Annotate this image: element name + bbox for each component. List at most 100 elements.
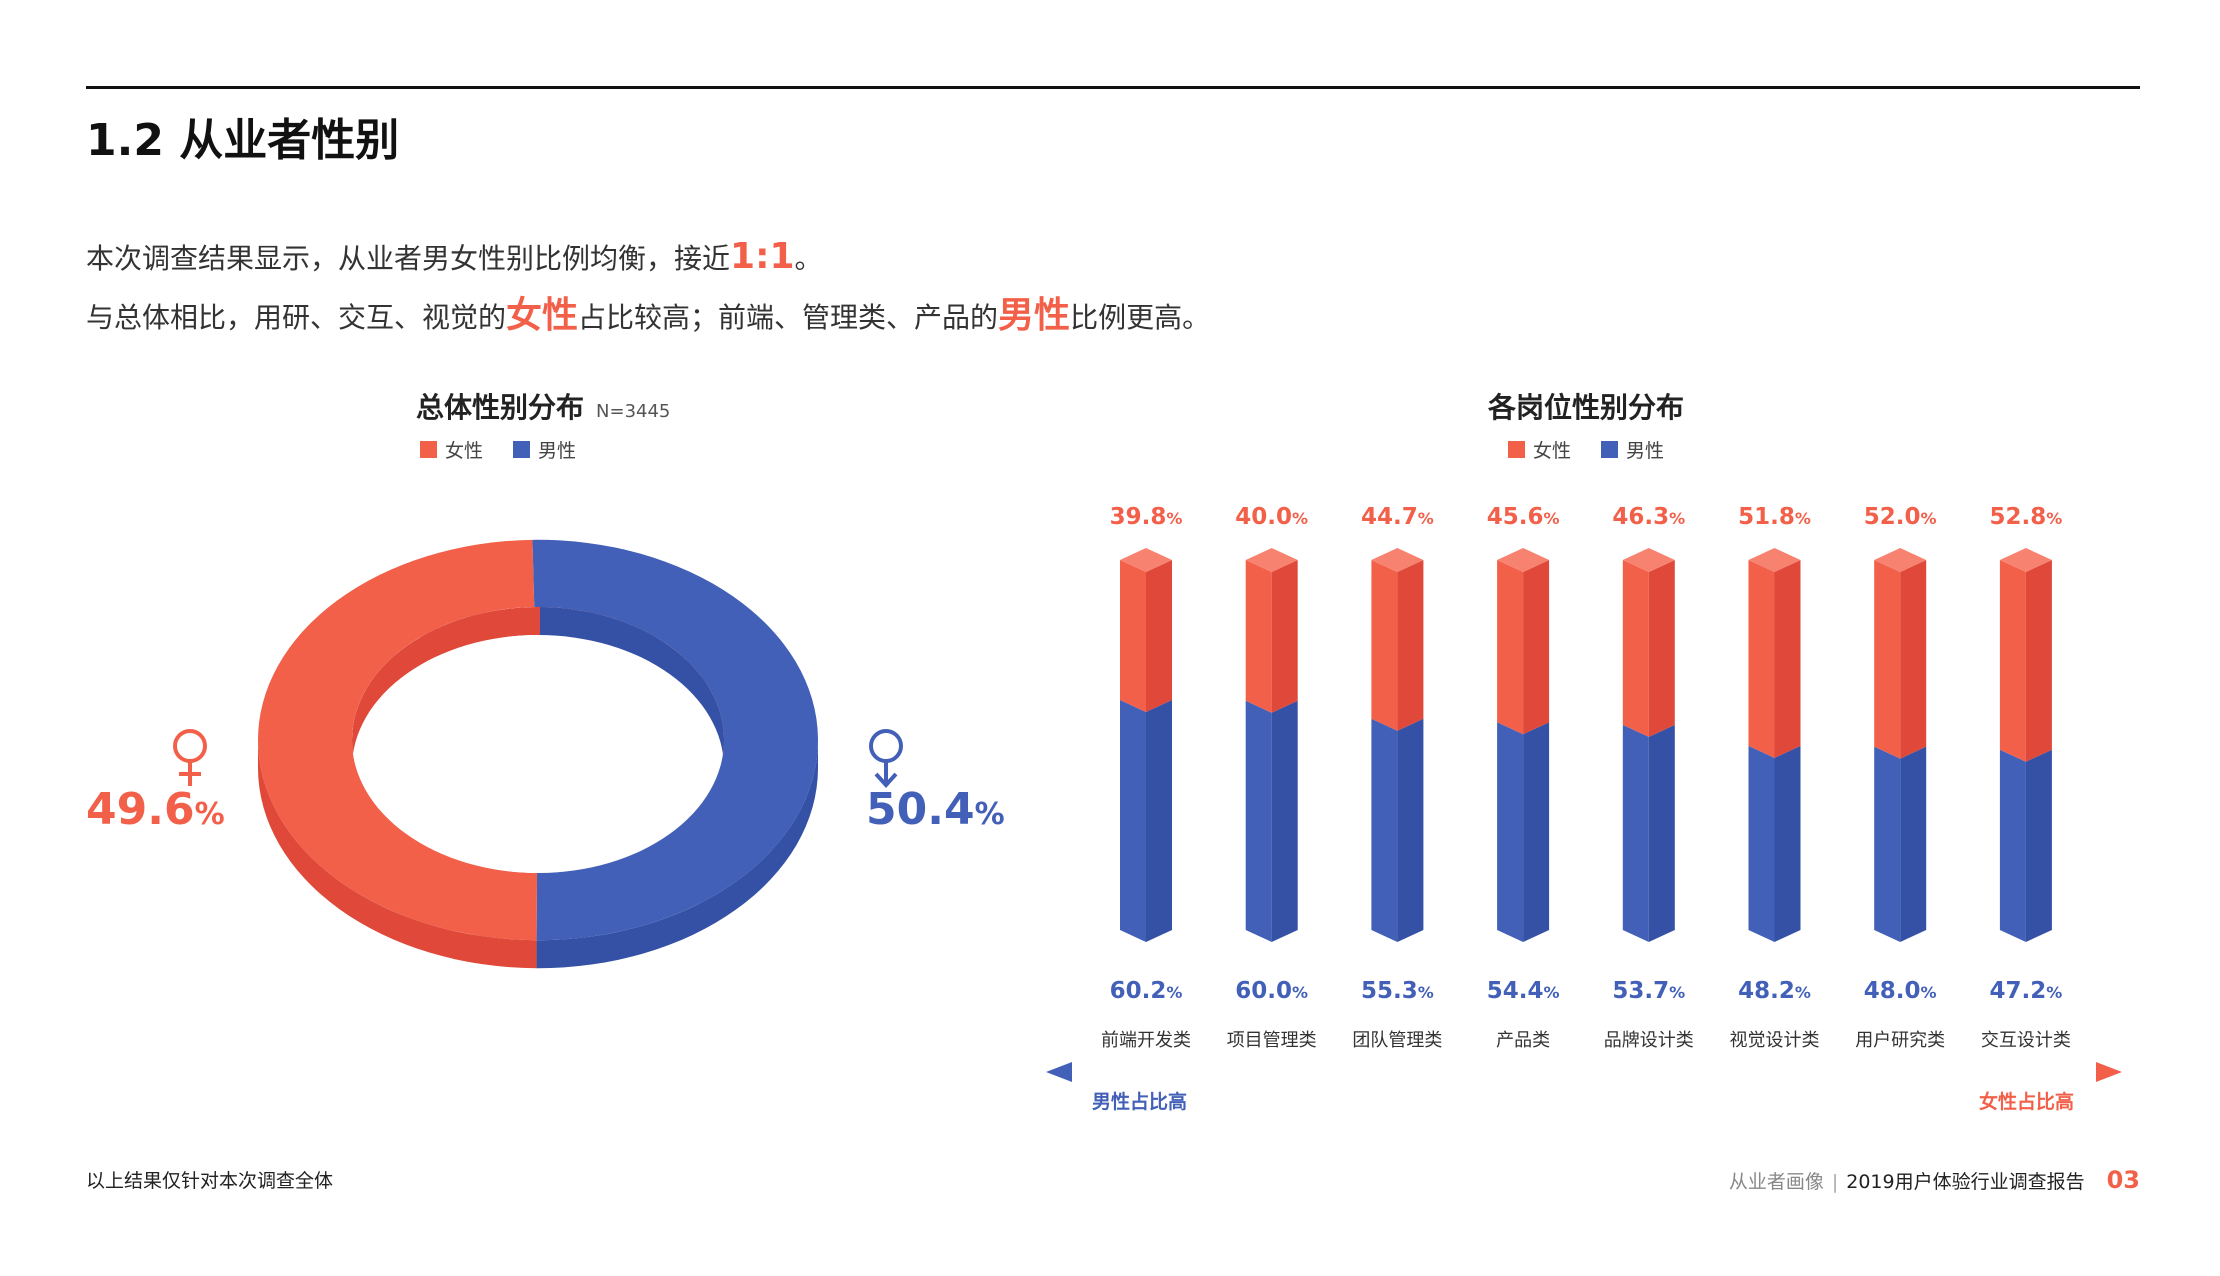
bar-female-label: 52.0% bbox=[1864, 504, 1937, 530]
bar-top-cap bbox=[1748, 548, 1801, 572]
bar-top-cap bbox=[1874, 548, 1927, 572]
bar-female-left-face bbox=[1874, 560, 1901, 759]
bar-top-cap bbox=[1245, 548, 1298, 572]
donut-side-male bbox=[536, 740, 818, 969]
bar-female-label: 39.8% bbox=[1110, 504, 1183, 530]
footer-separator: | bbox=[1831, 1171, 1839, 1193]
bar-female-right-face bbox=[1774, 560, 1801, 758]
intro-line-1: 本次调查结果显示，从业者男女性别比例均衡，接近1:1。 bbox=[86, 236, 823, 277]
bar-category-label: 前端开发类 bbox=[1101, 1030, 1191, 1051]
female-icon bbox=[173, 729, 207, 786]
bar-top-cap bbox=[1999, 548, 2052, 572]
bar-male-left-face bbox=[1874, 746, 1901, 942]
female-swatch bbox=[1508, 441, 1525, 458]
top-rule bbox=[86, 86, 2140, 89]
bar-legend-male-label: 男性 bbox=[1626, 440, 1665, 462]
bar-female-right-face bbox=[1271, 560, 1298, 713]
bar-female-left-face bbox=[1999, 560, 2026, 762]
bar-category-label: 品牌设计类 bbox=[1604, 1030, 1694, 1051]
bar-male-left-face bbox=[1245, 700, 1272, 942]
intro-ratio-highlight: 1:1 bbox=[730, 236, 795, 277]
trend-label-male: 男性占比高 bbox=[1092, 1090, 1187, 1113]
donut-legend-male-label: 男性 bbox=[538, 440, 577, 462]
bar-male-right-face bbox=[1397, 718, 1424, 942]
bar-category-label: 视觉设计类 bbox=[1730, 1030, 1820, 1051]
bar-male-right-face bbox=[1271, 700, 1298, 942]
donut-legend: 女性 男性 bbox=[420, 436, 576, 463]
bar-3: 44.7% 55.3% 团队管理类 bbox=[1352, 504, 1442, 1051]
bar-category-label: 项目管理类 bbox=[1227, 1030, 1317, 1051]
bar-male-label: 48.0% bbox=[1864, 978, 1937, 1004]
trend-arrow-right-head bbox=[2096, 1062, 2122, 1082]
bar-female-right-face bbox=[1397, 560, 1424, 731]
bar-top-cap bbox=[1371, 548, 1424, 572]
bar-legend-male: 男性 bbox=[1601, 436, 1664, 463]
intro-male-highlight: 男性 bbox=[998, 295, 1071, 336]
bar-female-right-face bbox=[1523, 560, 1550, 735]
donut-slice-male bbox=[532, 539, 818, 941]
trend-label-female: 女性占比高 bbox=[1979, 1090, 2074, 1113]
intro-line-1-text: 本次调查结果显示，从业者男女性别比例均衡，接近 bbox=[86, 242, 731, 275]
bar-female-right-face bbox=[2025, 560, 2052, 762]
bar-female-label: 45.6% bbox=[1487, 504, 1560, 530]
bar-male-label: 48.2% bbox=[1738, 978, 1811, 1004]
trend-arrow bbox=[1046, 1062, 2122, 1082]
section-title: 1.2 从业者性别 bbox=[86, 115, 400, 166]
male-swatch bbox=[513, 441, 531, 458]
bar-top-cap bbox=[1622, 548, 1675, 572]
donut-legend-female: 女性 bbox=[420, 436, 483, 463]
donut-side-female bbox=[258, 740, 537, 969]
donut-slice-female bbox=[257, 539, 538, 941]
bar-female-left-face bbox=[1497, 560, 1524, 735]
donut-legend-female-label: 女性 bbox=[445, 440, 484, 462]
bar-8: 52.8% 47.2% 交互设计类 bbox=[1981, 504, 2071, 1051]
intro-line-2-part-2: 占比较高；前端、管理类、产品的 bbox=[578, 301, 999, 334]
bar-male-label: 55.3% bbox=[1361, 978, 1434, 1004]
bar-male-left-face bbox=[1622, 724, 1649, 942]
intro-line-2-part-3: 比例更高。 bbox=[1070, 301, 1211, 334]
footer-section: 从业者画像 bbox=[1728, 1171, 1824, 1193]
bar-male-left-face bbox=[1497, 722, 1524, 942]
female-value: 49.6 bbox=[86, 784, 195, 835]
bar-male-right-face bbox=[1523, 722, 1550, 942]
bar-legend-female: 女性 bbox=[1508, 436, 1571, 463]
bar-female-label: 51.8% bbox=[1738, 504, 1811, 530]
bar-7: 52.0% 48.0% 用户研究类 bbox=[1855, 504, 1945, 1051]
male-value: 50.4 bbox=[866, 784, 975, 835]
female-unit: % bbox=[194, 797, 225, 832]
donut-legend-male: 男性 bbox=[513, 436, 576, 463]
donut-hole bbox=[352, 635, 724, 873]
footer: 从业者画像 | 2019用户体验行业调查报告 03 bbox=[1729, 1166, 2140, 1194]
male-swatch bbox=[1601, 441, 1619, 458]
bar-top-cap bbox=[1120, 548, 1172, 572]
bar-male-label: 60.0% bbox=[1235, 978, 1308, 1004]
bar-male-right-face bbox=[2025, 749, 2052, 942]
bar-female-label: 52.8% bbox=[1990, 504, 2063, 530]
donut-male-percentage: 50.4% bbox=[866, 784, 1005, 835]
bar-top-cap bbox=[1497, 548, 1550, 572]
bar-5: 46.3% 53.7% 品牌设计类 bbox=[1604, 504, 1694, 1051]
bar-legend-female-label: 女性 bbox=[1533, 440, 1572, 462]
intro-female-highlight: 女性 bbox=[506, 295, 579, 336]
bar-male-left-face bbox=[1120, 700, 1146, 942]
intro-line-2-part-1: 与总体相比，用研、交互、视觉的 bbox=[86, 301, 507, 334]
donut-female-percentage: 49.6% bbox=[86, 784, 225, 835]
donut-chart-title-text: 总体性别分布 bbox=[416, 391, 585, 424]
trend-arrow-left-head bbox=[1046, 1062, 1072, 1082]
bar-1: 39.8% 60.2% 前端开发类 bbox=[1101, 504, 1191, 1051]
bar-male-right-face bbox=[1146, 700, 1172, 942]
bar-female-left-face bbox=[1371, 560, 1398, 731]
male-icon bbox=[869, 729, 903, 788]
bar-male-right-face bbox=[1900, 746, 1927, 942]
footer-note: 以上结果仅针对本次调查全体 bbox=[86, 1170, 334, 1192]
bar-2: 40.0% 60.0% 项目管理类 bbox=[1227, 504, 1317, 1051]
bar-female-left-face bbox=[1748, 560, 1775, 758]
bar-male-left-face bbox=[1999, 749, 2026, 942]
bar-6: 51.8% 48.2% 视觉设计类 bbox=[1730, 504, 1820, 1051]
bar-female-right-face bbox=[1146, 560, 1172, 713]
intro-line-1-end: 。 bbox=[794, 242, 823, 275]
bar-male-right-face bbox=[1648, 724, 1675, 942]
bar-category-label: 团队管理类 bbox=[1352, 1030, 1442, 1051]
